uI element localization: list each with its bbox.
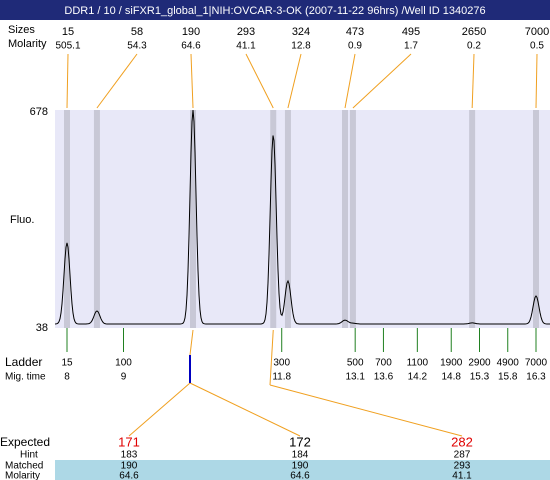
ladder-size: 1900	[440, 358, 463, 369]
y-axis-label: Fluo.	[10, 214, 34, 226]
peak-molarity: 0.5	[530, 41, 544, 52]
peak-connector	[344, 53, 356, 109]
peak-size: 495	[402, 26, 420, 38]
ladder-size: 100	[115, 358, 132, 369]
peak-band	[284, 110, 291, 328]
peak-size: 473	[346, 26, 364, 38]
peak-size: 15	[62, 26, 74, 38]
ladder-size: 7000	[525, 358, 548, 369]
peak-band	[270, 110, 277, 328]
ladder-mig-time: 14.2	[408, 372, 428, 383]
peak-connector	[190, 53, 194, 109]
matched-label: Matched	[5, 461, 43, 472]
mig-time-label: Mig. time	[5, 372, 46, 383]
peak-size: 7000	[525, 26, 549, 38]
expected-size: 171	[118, 434, 140, 449]
peak-molarity: 1.7	[404, 41, 418, 52]
expected-size: 282	[451, 434, 473, 449]
ladder-mig-time: 8	[64, 372, 70, 383]
ladder-size: 2900	[468, 358, 491, 369]
size-label: Sizes	[8, 24, 35, 36]
matched: 190	[121, 461, 138, 472]
ladder-mig-time: 13.1	[345, 372, 365, 383]
peak-connector	[535, 53, 538, 109]
ladder-mig-time: 15.3	[470, 372, 490, 383]
peak-connector	[66, 53, 69, 109]
ladder-mig-time: 13.6	[374, 372, 394, 383]
title: DDR1 / 10 / siFXR1_global_1|NIH:OVCAR-3-…	[64, 5, 485, 17]
match-connector	[269, 384, 463, 437]
y-min-label: 38	[36, 322, 48, 334]
ladder-mig-time: 14.8	[442, 372, 462, 383]
peak-band	[349, 110, 356, 328]
ladder-size: 700	[375, 358, 392, 369]
expected-label: Expected	[0, 435, 50, 449]
peak-size: 58	[131, 26, 143, 38]
match-connector	[269, 329, 274, 386]
peak-connector	[287, 53, 302, 109]
peak-size: 2650	[462, 26, 486, 38]
expected-size: 172	[289, 434, 311, 449]
peak-molarity: 64.6	[181, 41, 201, 52]
ladder-mig-time: 15.8	[498, 372, 518, 383]
ladder-size: 4900	[497, 358, 520, 369]
matched-band	[55, 460, 550, 480]
match-connector	[189, 382, 301, 437]
ladder-size: 15	[61, 358, 73, 369]
matched-molarity: 64.6	[290, 471, 310, 480]
peak-molarity: 0.9	[348, 41, 362, 52]
peak-band	[93, 110, 100, 328]
ladder-size: 500	[347, 358, 364, 369]
matched: 190	[292, 461, 309, 472]
plot-area	[55, 110, 550, 328]
matched-molarity: 64.6	[119, 471, 139, 480]
peak-molarity: 41.1	[236, 41, 256, 52]
ladder-mig-time: 16.3	[526, 372, 546, 383]
hint: 183	[121, 450, 138, 461]
match-connector	[189, 329, 194, 356]
peak-connector	[471, 53, 475, 109]
ladder-label: Ladder	[5, 355, 42, 369]
match-connector	[128, 382, 191, 437]
peak-band	[64, 110, 70, 328]
molarity-label: Molarity	[8, 38, 47, 50]
hint: 287	[454, 450, 471, 461]
ladder-mig-time: 11.8	[272, 372, 291, 383]
title-bar	[0, 0, 550, 20]
peak-band	[469, 110, 476, 328]
matched-molarity: 41.1	[452, 471, 472, 480]
peak-size: 190	[182, 26, 200, 38]
expected-molarity-label: Molarity	[5, 471, 40, 480]
hint: 184	[292, 450, 309, 461]
hint-label: Hint	[20, 450, 38, 461]
ladder-size: 300	[273, 358, 290, 369]
peak-molarity: 0.2	[467, 41, 481, 52]
ladder-size: 1100	[407, 358, 429, 369]
y-max-label: 678	[30, 106, 48, 118]
peak-band	[190, 110, 197, 328]
matched: 293	[454, 461, 471, 472]
peak-molarity: 54.3	[127, 41, 147, 52]
peak-band	[342, 110, 349, 328]
peak-molarity: 505.1	[55, 41, 80, 52]
peak-size: 324	[292, 26, 310, 38]
peak-size: 293	[237, 26, 255, 38]
peak-molarity: 12.8	[291, 41, 311, 52]
ladder-mig-time: 9	[121, 372, 127, 383]
trace	[54, 109, 550, 325]
peak-band	[533, 110, 539, 328]
peak-connector	[96, 53, 138, 109]
peak-connector	[352, 53, 412, 109]
peak-connector	[245, 53, 274, 109]
